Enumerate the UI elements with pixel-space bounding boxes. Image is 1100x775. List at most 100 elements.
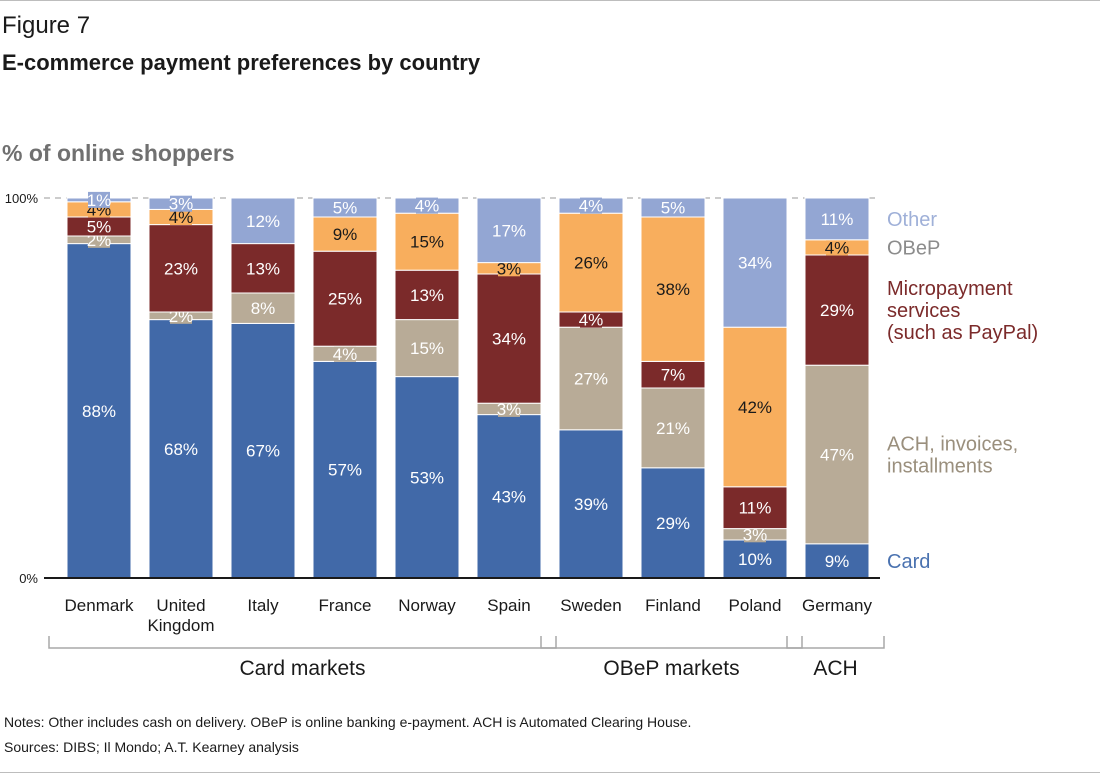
category-label: Germany xyxy=(802,596,872,615)
data-label: 8% xyxy=(251,299,276,318)
bar-segment xyxy=(476,273,542,404)
data-label-box xyxy=(498,260,520,277)
data-label: 3% xyxy=(497,400,522,419)
chart-notes: Notes: Other includes cash on delivery. … xyxy=(4,714,692,730)
y-tick-label: 100% xyxy=(5,191,39,206)
bar-segment xyxy=(230,243,296,294)
data-label-box xyxy=(334,345,356,362)
data-label: 39% xyxy=(574,495,608,514)
data-label: 4% xyxy=(579,197,604,216)
legend-label: (such as PayPal) xyxy=(887,322,1038,344)
chart-title: E-commerce payment preferences by countr… xyxy=(2,50,481,75)
figure-label: Figure 7 xyxy=(2,12,91,39)
bar-segment xyxy=(640,360,706,389)
legend-label: ACH, invoices, xyxy=(887,434,1018,456)
category-label: Sweden xyxy=(560,596,621,615)
group-label: OBeP markets xyxy=(603,657,739,680)
data-label: 4% xyxy=(579,311,604,330)
data-label: 3% xyxy=(743,525,768,544)
data-label: 25% xyxy=(328,290,362,309)
bar-segment xyxy=(804,543,870,579)
data-label: 5% xyxy=(333,199,358,218)
data-label: 29% xyxy=(820,301,854,320)
bar-segment xyxy=(804,254,870,366)
bar-segment xyxy=(394,212,460,271)
data-label: 13% xyxy=(246,259,280,278)
data-label-box xyxy=(744,526,766,543)
category-label: Poland xyxy=(729,596,782,615)
data-label: 13% xyxy=(410,286,444,305)
data-label: 38% xyxy=(656,280,690,299)
top-rule xyxy=(0,0,1100,1)
bar-segment xyxy=(722,486,788,530)
bar-segment xyxy=(394,376,460,579)
data-label-box xyxy=(580,197,602,214)
bar-segment xyxy=(148,319,214,579)
data-label: 43% xyxy=(492,487,526,506)
data-label: 5% xyxy=(87,218,112,237)
legend-label: services xyxy=(887,300,960,322)
data-label: 42% xyxy=(738,398,772,417)
data-label-box xyxy=(826,239,848,256)
data-label: 10% xyxy=(738,550,772,569)
bar-segment xyxy=(722,197,788,328)
category-label: Norway xyxy=(398,596,456,615)
data-label: 11% xyxy=(739,499,772,518)
data-label: 34% xyxy=(738,254,772,273)
data-label: 23% xyxy=(164,259,198,278)
group-label: ACH xyxy=(813,657,857,680)
legend-label: OBeP xyxy=(887,237,940,259)
bar-segment xyxy=(558,326,624,431)
data-label: 4% xyxy=(333,345,358,364)
data-label: 26% xyxy=(574,254,608,273)
legend-label: Card xyxy=(887,551,930,573)
data-label: 67% xyxy=(246,442,280,461)
y-axis-label: % of online shoppers xyxy=(2,140,235,166)
legend-label: installments xyxy=(887,456,993,478)
data-label-box xyxy=(580,311,602,328)
data-label: 3% xyxy=(497,259,522,278)
data-label: 15% xyxy=(410,339,444,358)
bar-segment xyxy=(804,197,870,241)
data-label: 21% xyxy=(656,419,690,438)
data-label: 53% xyxy=(410,468,444,487)
data-label: 68% xyxy=(164,440,198,459)
data-label: 4% xyxy=(415,197,440,216)
bar-segment xyxy=(394,269,460,321)
bottom-rule xyxy=(0,772,1100,773)
category-label: Spain xyxy=(487,596,530,615)
data-label: 12% xyxy=(246,212,280,231)
bar-segment xyxy=(640,197,706,218)
data-label: 9% xyxy=(825,552,850,571)
data-label: 27% xyxy=(574,370,608,389)
data-label: 88% xyxy=(82,402,116,421)
bar-segment xyxy=(722,539,788,579)
bar-segment xyxy=(640,387,706,469)
group-bracket xyxy=(48,636,557,649)
data-label: 5% xyxy=(661,199,686,218)
data-label: 3% xyxy=(169,195,194,214)
group-label: Card markets xyxy=(239,657,365,680)
bar-segment xyxy=(148,224,214,313)
legend-label: Micropayment xyxy=(887,278,1013,300)
data-label: 34% xyxy=(492,330,526,349)
bar-segment xyxy=(312,197,378,218)
data-label: 7% xyxy=(661,366,686,385)
bar-segment xyxy=(312,216,378,252)
category-label: Italy xyxy=(247,596,279,615)
group-bracket xyxy=(540,636,803,649)
data-label: 9% xyxy=(333,225,358,244)
bar-segment xyxy=(722,326,788,488)
category-label: France xyxy=(319,596,372,615)
chart-sources: Sources: DIBS; Il Mondo; A.T. Kearney an… xyxy=(4,739,299,755)
legend-label: Other xyxy=(887,209,937,231)
data-label: 4% xyxy=(169,208,194,227)
bar-segment xyxy=(394,319,460,378)
data-label-box xyxy=(170,195,192,212)
bar-segment xyxy=(230,197,296,245)
bar-segment xyxy=(476,197,542,264)
bar-segment xyxy=(558,212,624,313)
category-label: Kingdom xyxy=(147,616,214,635)
data-label-box xyxy=(88,191,110,208)
data-label-box xyxy=(170,209,192,225)
